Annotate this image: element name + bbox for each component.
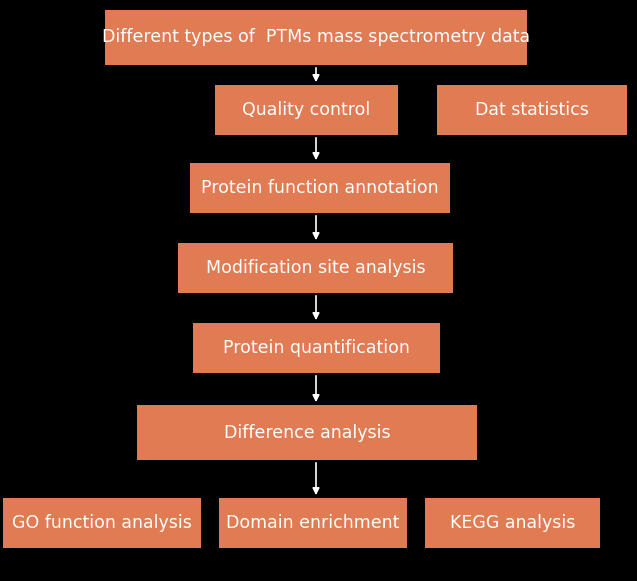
FancyBboxPatch shape [437, 85, 627, 135]
FancyBboxPatch shape [219, 498, 407, 548]
Text: Protein function annotation: Protein function annotation [201, 179, 439, 197]
FancyBboxPatch shape [425, 498, 600, 548]
Text: Modification site analysis: Modification site analysis [206, 259, 426, 277]
FancyBboxPatch shape [137, 405, 477, 460]
FancyBboxPatch shape [3, 498, 201, 548]
FancyBboxPatch shape [193, 323, 440, 373]
Text: Dat statistics: Dat statistics [475, 101, 589, 119]
FancyBboxPatch shape [190, 163, 450, 213]
Text: Quality control: Quality control [242, 101, 371, 119]
Text: KEGG analysis: KEGG analysis [450, 514, 575, 532]
Text: Difference analysis: Difference analysis [224, 424, 390, 442]
Text: GO function analysis: GO function analysis [12, 514, 192, 532]
FancyBboxPatch shape [178, 243, 453, 293]
FancyBboxPatch shape [105, 10, 527, 65]
Text: Protein quantification: Protein quantification [223, 339, 410, 357]
Text: Domain enrichment: Domain enrichment [226, 514, 399, 532]
FancyBboxPatch shape [215, 85, 398, 135]
Text: Different types of  PTMs mass spectrometry data: Different types of PTMs mass spectrometr… [102, 28, 530, 46]
